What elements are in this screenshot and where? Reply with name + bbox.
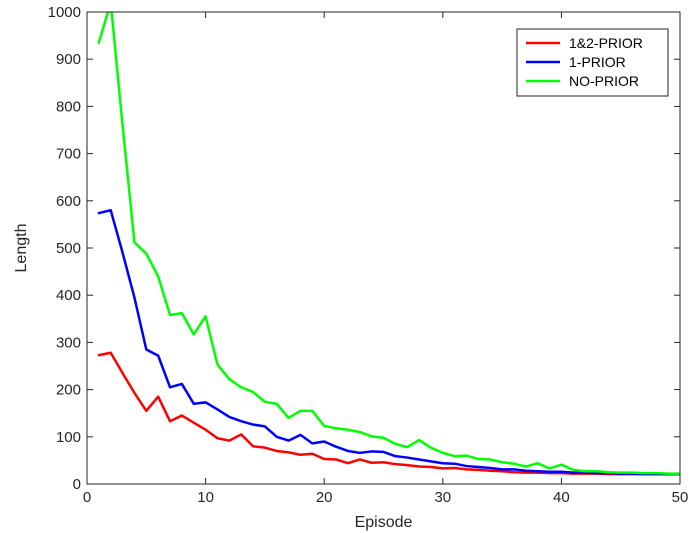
x-axis-title: Episode [355,514,413,531]
y-axis: 0 100 200 300 400 500 600 700 800 900 1000 [48,4,680,493]
y-tick-label: 800 [56,98,81,115]
x-tick-label: 10 [197,489,214,506]
legend: 1&2-PRIOR 1-PRIOR NO-PRIOR [516,28,669,97]
legend-label: NO-PRIOR [569,73,639,89]
legend-label: 1-PRIOR [569,54,626,70]
x-axis: 0 10 20 30 40 50 [83,12,689,506]
y-axis-title: Length [13,224,30,273]
y-tick-label: 0 [73,476,81,493]
y-tick-label: 400 [56,287,81,304]
x-tick-label: 20 [316,489,333,506]
series-line-1 [97,208,680,476]
y-tick-label: 1000 [48,4,81,21]
x-tick-label: 0 [83,489,91,506]
y-tick-label: 300 [56,334,81,351]
y-tick-label: 200 [56,382,81,399]
y-tick-label: 100 [56,429,81,446]
y-tick-label: 500 [56,240,81,257]
legend-box [516,28,669,97]
x-tick-label: 40 [553,489,570,506]
y-tick-label: 900 [56,51,81,68]
y-tick-label: 600 [56,193,81,210]
x-tick-label: 30 [434,489,451,506]
y-tick-label: 700 [56,146,81,163]
series-line-2 [97,12,680,475]
x-tick-label: 50 [672,489,689,506]
legend-label: 1&2-PRIOR [569,35,643,51]
